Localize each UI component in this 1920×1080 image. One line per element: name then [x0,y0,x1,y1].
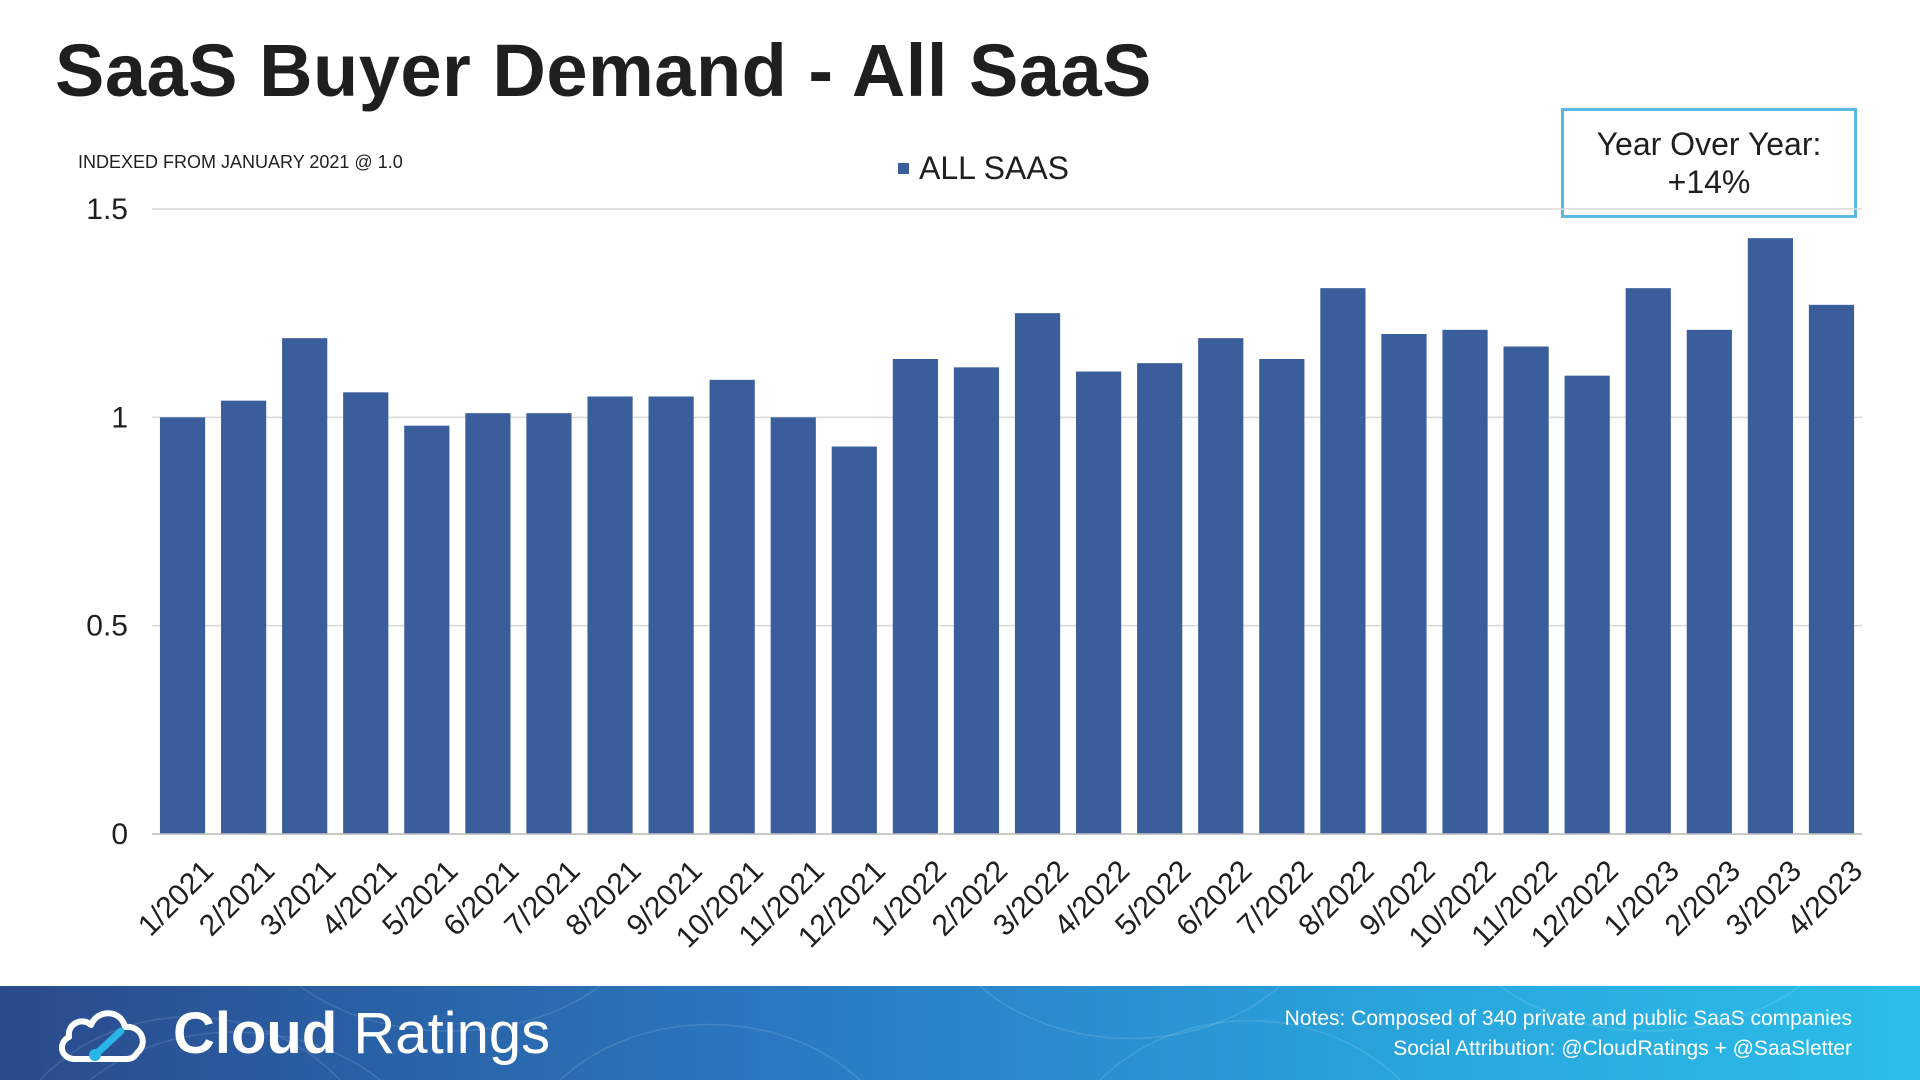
brand: Cloud Ratings [55,1000,550,1067]
page-title: SaaS Buyer Demand - All SaaS [55,29,1153,112]
bar [1198,338,1244,834]
y-tick-label: 0 [111,818,128,851]
y-tick-label: 1.5 [86,193,128,226]
y-tick-label: 1 [111,401,128,434]
bar [1686,329,1732,834]
legend-swatch [898,163,909,174]
bar [1076,371,1122,834]
y-tick-label: 0.5 [86,610,128,643]
bar [465,413,511,834]
bar [1259,359,1305,834]
brand-light: Ratings [353,1001,551,1066]
yoy-label: Year Over Year: [1596,125,1822,162]
bar [1381,334,1427,834]
bar [1320,288,1366,835]
bar [343,392,389,834]
bar [709,379,755,834]
bar [1564,375,1610,834]
cloud-gauge-icon [58,1009,146,1062]
notes-line-2: Social Attribution: @CloudRatings + @Saa… [1393,1037,1852,1061]
bar [770,417,816,834]
bar [159,417,206,834]
bar [404,425,450,834]
bar [953,367,1000,834]
bar [1503,346,1549,834]
bar [1014,313,1061,835]
yoy-value: +14% [1667,164,1751,200]
bar [1747,238,1793,834]
yoy-callout: Year Over Year: +14% [1561,108,1857,218]
footer-banner: Cloud Ratings Notes: Composed of 340 pri… [0,986,1920,1080]
bar [1137,363,1183,834]
footer-notes: Notes: Composed of 340 private and publi… [1285,1004,1852,1065]
bar [526,413,572,834]
chart-legend: ALL SAAS [898,150,1069,187]
index-note: INDEXED FROM JANUARY 2021 @ 1.0 [78,152,403,172]
bar [282,338,328,834]
bar [648,396,694,834]
brand-name: Cloud Ratings [173,1000,550,1067]
bar [221,400,267,834]
bar [1808,304,1855,834]
bar [1625,288,1671,835]
bar-chart: 00.511.51/20212/20213/20214/20215/20216/… [86,193,1869,954]
legend-label: ALL SAAS [919,150,1070,186]
bar [892,359,938,834]
bar [587,396,633,834]
brand-bold: Cloud [173,1001,338,1066]
notes-line-1: Notes: Composed of 340 private and publi… [1284,1007,1852,1030]
bar [1442,329,1488,834]
bar [831,446,877,834]
